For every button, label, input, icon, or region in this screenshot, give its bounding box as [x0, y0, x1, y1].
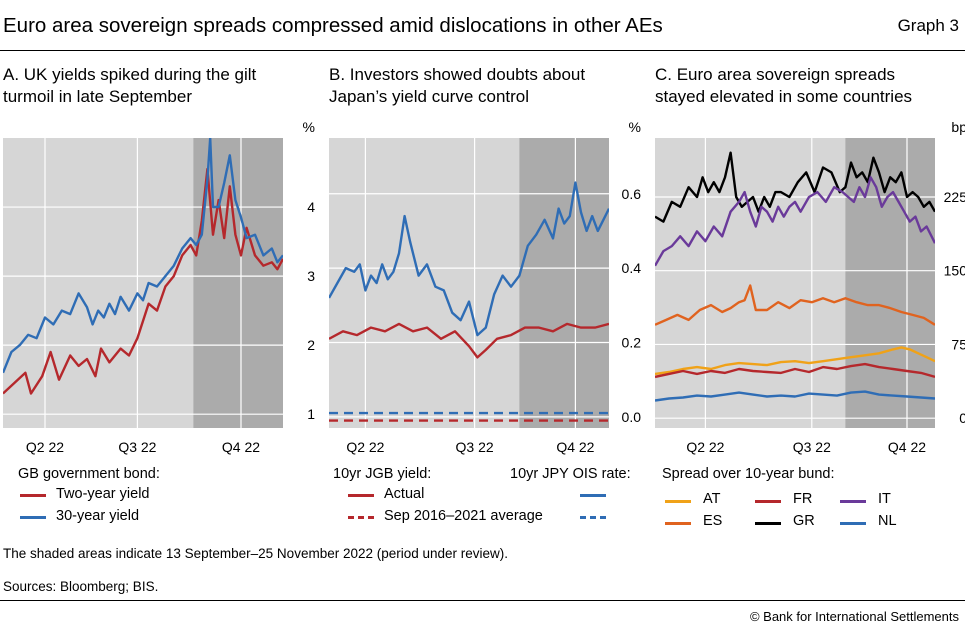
y-tick-label: 1	[307, 406, 315, 422]
x-tick-label: Q4 22	[556, 439, 594, 455]
series-line-nl	[655, 390, 935, 402]
shaded-period	[845, 138, 935, 428]
top-rule	[0, 50, 965, 51]
panel-a-title-line1: A. UK yields spiked during the gilt	[3, 65, 257, 84]
panel-c-chart: 0 75 150 225 Q2 22 Q3 22 Q4 22 bp	[655, 119, 965, 455]
series-line-at	[655, 346, 935, 376]
legend-b-header-right: 10yr JPY OIS rate:	[510, 466, 631, 482]
y-tick-label: 0.4	[622, 260, 642, 276]
legend-two-year-swatch	[20, 494, 46, 497]
panel-b-chart: 0.0 0.2 0.4 0.6 Q2 22 Q3 22 Q4 22%	[329, 119, 642, 455]
series-line-10yr-jpy-ois-rate	[329, 181, 609, 337]
legend-gr-swatch	[755, 522, 781, 525]
x-tick-label: Q3 22	[456, 439, 494, 455]
x-tick-label: Q4 22	[888, 439, 926, 455]
legend-average-ois-swatch	[580, 516, 606, 519]
y-tick-label: 0.6	[622, 186, 642, 202]
legend-average-label: Sep 2016–2021 average	[384, 508, 543, 524]
plot-area	[655, 138, 935, 428]
legend-actual-jgb-swatch	[348, 494, 374, 497]
y-tick-label: 2	[307, 337, 315, 353]
panel-b-title-line2: Japan’s yield curve control	[329, 87, 530, 106]
legend-fr-swatch	[755, 500, 781, 503]
panel-b-title: B. Investors showed doubts about Japan’s…	[329, 64, 629, 108]
y-tick-label: 150	[944, 263, 965, 279]
copyright: © Bank for International Settlements	[749, 609, 959, 624]
sources: Sources: Bloomberg; BIS.	[3, 579, 159, 594]
x-tick-label: Q2 22	[686, 439, 724, 455]
legend-30-year-swatch	[20, 516, 46, 519]
y-tick-label: 75	[951, 336, 965, 352]
series-line-it	[655, 176, 935, 267]
x-tick-label: Q4 22	[222, 439, 260, 455]
series-line-two-year-yield	[3, 167, 283, 395]
legend-actual-label: Actual	[384, 486, 425, 502]
panel-c-title-line1: C. Euro area sovereign spreads	[655, 65, 896, 84]
chart-title: Euro area sovereign spreads compressed a…	[3, 14, 663, 37]
y-tick-label: 0.2	[622, 334, 642, 350]
y-tick-label: 0.0	[622, 409, 642, 425]
legend-es-swatch	[665, 522, 691, 525]
plot-area	[3, 138, 283, 428]
unit-label: %	[303, 119, 315, 135]
panel-c-title: C. Euro area sovereign spreads stayed el…	[655, 64, 955, 108]
footnote: The shaded areas indicate 13 September–2…	[3, 546, 509, 561]
legend-a-header: GB government bond:	[18, 466, 160, 482]
legend-nl-swatch	[840, 522, 866, 525]
x-tick-label: Q3 22	[793, 439, 831, 455]
legend-it-swatch	[840, 500, 866, 503]
legend-two-year-label: Two-year yield	[56, 486, 150, 502]
legend-at-swatch	[665, 500, 691, 503]
panel-c-title-line2: stayed elevated in some countries	[655, 87, 913, 106]
shaded-period	[519, 138, 609, 428]
series-line-es	[655, 284, 935, 326]
bottom-rule	[0, 600, 965, 601]
unit-label: %	[629, 119, 641, 135]
legend-fr-label: FR	[793, 491, 813, 507]
x-tick-label: Q2 22	[346, 439, 384, 455]
panel-a-title: A. UK yields spiked during the gilt turm…	[3, 64, 303, 108]
legend-average-jgb-swatch	[348, 516, 374, 519]
series-line-10yr-jgb-yield-actual	[329, 322, 609, 359]
graph-number: Graph 3	[897, 16, 959, 35]
y-tick-label: 3	[307, 268, 315, 284]
legend-nl-label: NL	[878, 513, 897, 529]
x-tick-label: Q3 22	[118, 439, 156, 455]
plot-area	[329, 138, 609, 428]
series-line-gr	[655, 151, 935, 223]
legend-it-label: IT	[878, 491, 891, 507]
panel-b-title-line1: B. Investors showed doubts about	[329, 65, 586, 84]
legend-es-label: ES	[703, 513, 723, 529]
series-group	[3, 138, 283, 395]
panel-a-chart: 1 2 3 4 Q2 22 Q3 22 Q4 22%	[3, 119, 315, 455]
legend-at-label: AT	[703, 491, 721, 507]
series-line-30-year-yield	[3, 138, 283, 374]
legend-c-header: Spread over 10-year bund:	[662, 466, 835, 482]
y-tick-label: 4	[307, 199, 315, 215]
y-tick-label: 225	[944, 189, 965, 205]
legend-b-header-left: 10yr JGB yield:	[333, 466, 432, 482]
unit-label: bp	[951, 119, 965, 135]
legend-30-year-label: 30-year yield	[56, 508, 140, 524]
legend-actual-ois-swatch	[580, 494, 606, 497]
series-line-fr	[655, 362, 935, 379]
x-tick-label: Q2 22	[26, 439, 64, 455]
series-group	[655, 151, 935, 402]
series-group	[329, 181, 609, 422]
legend-gr-label: GR	[793, 513, 815, 529]
y-tick-label: 0	[959, 410, 965, 426]
panel-a-title-line2: turmoil in late September	[3, 87, 192, 106]
